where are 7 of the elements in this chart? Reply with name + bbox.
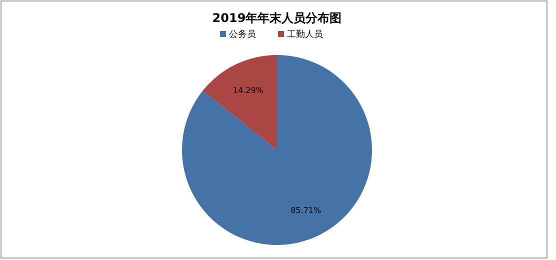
data-label: 85.71% xyxy=(290,206,322,215)
pie-slice xyxy=(202,55,277,150)
pie-slice xyxy=(182,55,372,245)
data-label: 14.29% xyxy=(232,86,264,96)
legend-label: 公务员 xyxy=(229,29,256,40)
legend-label: 工勤人员 xyxy=(287,29,323,40)
chart-title: 2019年年末人员分布图 xyxy=(212,11,342,25)
